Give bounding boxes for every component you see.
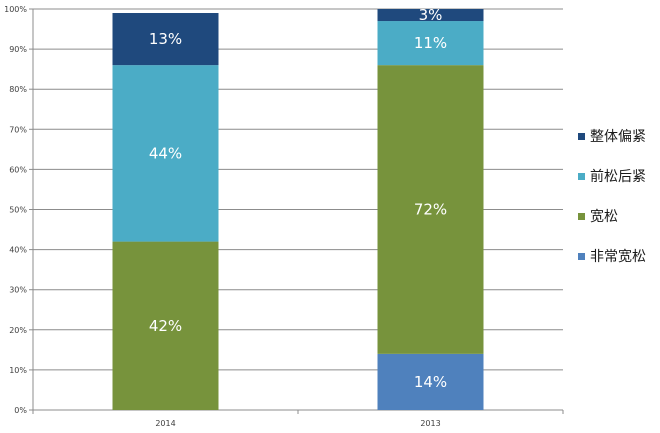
data-label: 42% bbox=[149, 317, 182, 335]
legend-swatch bbox=[578, 172, 585, 180]
legend: 整体偏紧 前松后紧 宽松 非常宽松 bbox=[578, 126, 646, 286]
legend-item-前松后紧: 前松后紧 bbox=[578, 166, 646, 186]
data-label: 3% bbox=[419, 6, 443, 24]
legend-label: 非常宽松 bbox=[590, 249, 646, 265]
y-tick-label: 50% bbox=[9, 206, 27, 215]
legend-item-宽松: 宽松 bbox=[578, 206, 646, 226]
data-label: 13% bbox=[149, 30, 182, 48]
data-label: 44% bbox=[149, 144, 182, 162]
data-label: 11% bbox=[414, 34, 447, 52]
y-tick-label: 60% bbox=[9, 165, 27, 174]
y-tick-label: 100% bbox=[4, 5, 27, 14]
legend-item-整体偏紧: 整体偏紧 bbox=[578, 126, 646, 146]
x-category-label: 2014 bbox=[155, 419, 175, 428]
y-tick-label: 30% bbox=[9, 286, 27, 295]
x-category-label: 2013 bbox=[420, 419, 440, 428]
y-tick-label: 0% bbox=[14, 406, 27, 415]
bar-segment bbox=[112, 241, 219, 410]
bar-segment bbox=[112, 13, 219, 66]
y-tick-label: 10% bbox=[9, 366, 27, 375]
y-tick-label: 40% bbox=[9, 246, 27, 255]
y-tick-label: 70% bbox=[9, 125, 27, 134]
y-tick-label: 20% bbox=[9, 326, 27, 335]
legend-label: 整体偏紧 bbox=[590, 129, 646, 145]
legend-swatch bbox=[578, 252, 585, 260]
legend-swatch bbox=[578, 132, 585, 140]
legend-label: 宽松 bbox=[590, 209, 618, 225]
bar-segment bbox=[377, 353, 484, 410]
y-tick-label: 90% bbox=[9, 45, 27, 54]
legend-label: 前松后紧 bbox=[590, 169, 646, 185]
bar-segment bbox=[377, 21, 484, 66]
bar-segment bbox=[112, 65, 219, 242]
legend-item-非常宽松: 非常宽松 bbox=[578, 246, 646, 266]
bar-segment bbox=[377, 65, 484, 354]
y-tick-label: 80% bbox=[9, 85, 27, 94]
data-label: 72% bbox=[414, 201, 447, 219]
legend-swatch bbox=[578, 212, 585, 220]
data-label: 14% bbox=[414, 373, 447, 391]
bar-segment bbox=[377, 9, 484, 22]
